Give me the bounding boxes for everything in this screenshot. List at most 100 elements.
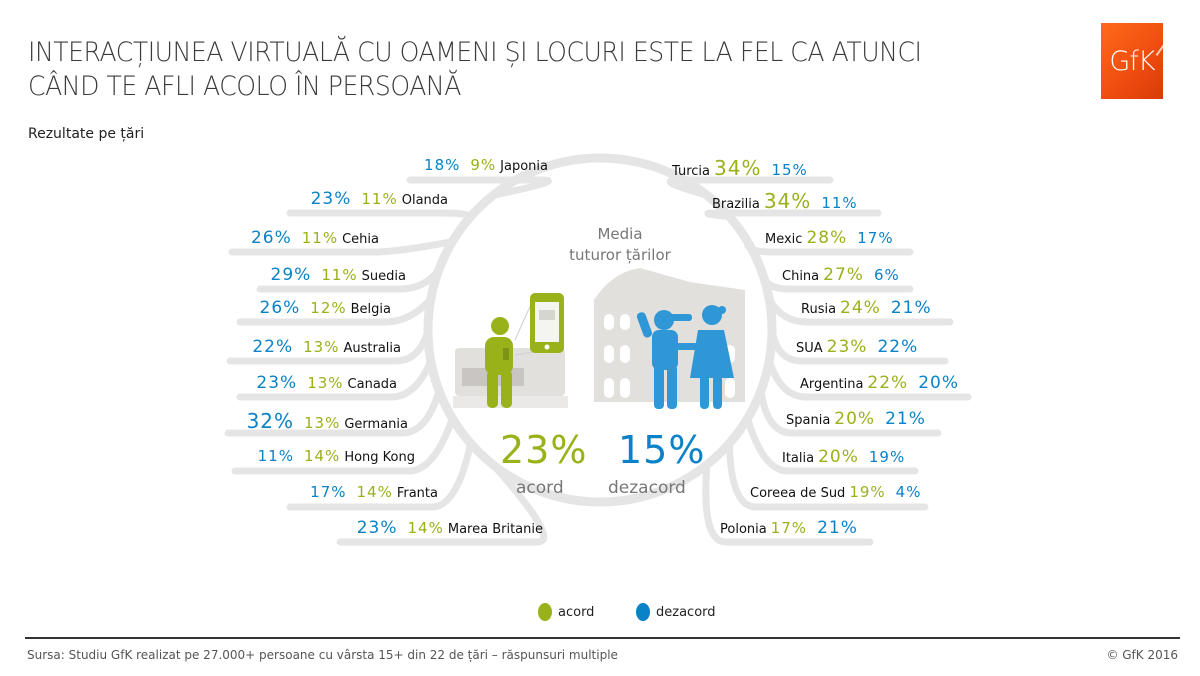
connector-line xyxy=(702,461,874,546)
connector-line xyxy=(228,238,456,256)
average-dezacord-label: dezacord xyxy=(608,478,686,498)
acord-value: 27% xyxy=(823,265,864,285)
acord-value: 20% xyxy=(818,447,859,467)
dezacord-value: 11% xyxy=(821,194,858,212)
tablet-icon xyxy=(514,293,564,356)
title-line-2: CÂND TE AFLI ACOLO ÎN PERSOANĂ xyxy=(28,71,461,102)
country-name: Spania xyxy=(786,413,831,428)
country-row: 22% 13% Australia xyxy=(252,337,405,359)
dezacord-value: 21% xyxy=(885,409,926,429)
title-line-1: INTERACȚIUNEA VIRTUALĂ CU OAMENI ȘI LOCU… xyxy=(28,37,922,68)
connector-line xyxy=(744,414,919,475)
country-row: Rusia 24% 21% xyxy=(797,298,932,320)
acord-value: 34% xyxy=(714,156,762,180)
country-row: China 27% 6% xyxy=(778,265,900,287)
acord-value: 19% xyxy=(849,483,886,501)
country-row: Italia 20% 19% xyxy=(778,447,905,469)
acord-value: 11% xyxy=(321,266,358,284)
connector-line xyxy=(336,461,548,546)
legend-acord-label: acord xyxy=(558,604,595,620)
dezacord-value: 29% xyxy=(270,265,312,285)
connector-line xyxy=(704,209,882,221)
acord-value: 12% xyxy=(310,299,347,317)
country-name: China xyxy=(782,269,820,284)
dezacord-value: 32% xyxy=(246,409,295,433)
dezacord-value: 17% xyxy=(310,483,347,501)
acord-value: 11% xyxy=(301,229,339,247)
acord-value: 13% xyxy=(303,338,340,356)
dezacord-value: 26% xyxy=(259,298,301,318)
dezacord-value: 23% xyxy=(356,518,398,538)
connector-line xyxy=(231,414,456,475)
acord-value: 17% xyxy=(770,519,808,537)
country-row: 17% 14% Franta xyxy=(310,483,442,505)
gfk-logo: GfK xyxy=(1101,23,1163,99)
average-acord-label: acord xyxy=(516,478,564,498)
dezacord-value: 4% xyxy=(895,483,922,501)
acord-value: 28% xyxy=(806,228,848,248)
country-name: Italia xyxy=(782,451,815,466)
country-name: Japonia xyxy=(500,159,548,174)
country-row: Mexic 28% 17% xyxy=(761,228,894,250)
tourists-icon xyxy=(636,305,734,409)
center-circle xyxy=(423,153,777,507)
country-row: SUA 23% 22% xyxy=(792,337,918,359)
dezacord-value: 23% xyxy=(310,189,352,209)
average-acord-value: 23% xyxy=(500,428,588,472)
acord-value: 22% xyxy=(867,373,909,393)
country-row: 23% 14% Marea Britanie xyxy=(357,518,547,540)
country-name: Coreea de Sud xyxy=(750,486,846,501)
country-name: Turcia xyxy=(672,164,710,179)
footer-divider xyxy=(25,637,1180,639)
person-seated-icon xyxy=(485,317,513,408)
country-name: Argentina xyxy=(800,377,864,392)
average-label: Media tuturor țărilor xyxy=(540,224,700,266)
source-note: Sursa: Studiu GfK realizat pe 27.000+ pe… xyxy=(27,648,618,662)
dezacord-value: 21% xyxy=(817,518,858,538)
connector-line xyxy=(725,439,929,511)
country-name: Suedia xyxy=(361,269,406,284)
country-name: Belgia xyxy=(350,302,391,317)
country-row: Brazilia 34% 11% xyxy=(708,189,858,213)
dezacord-value: 18% xyxy=(424,156,461,174)
acord-value: 14% xyxy=(356,483,393,501)
connector-line xyxy=(224,387,443,437)
legend-item-dezacord: dezacord xyxy=(636,603,716,621)
country-name: Germania xyxy=(344,417,408,432)
acord-value: 14% xyxy=(303,447,341,465)
dezacord-value: 20% xyxy=(918,373,960,393)
legend-dezacord-swatch xyxy=(636,603,650,621)
country-row: Polonia 17% 21% xyxy=(716,518,858,540)
country-row: Turcia 34% 15% xyxy=(668,156,808,180)
acord-value: 13% xyxy=(304,414,341,432)
dezacord-value: 11% xyxy=(257,447,294,465)
dezacord-value: 15% xyxy=(771,161,808,179)
connector-line xyxy=(286,439,475,511)
logo-text: GfK xyxy=(1109,45,1155,77)
acord-value: 14% xyxy=(407,519,444,537)
average-label-line-2: tuturor țărilor xyxy=(569,246,671,264)
country-row: Argentina 22% 20% xyxy=(796,373,959,395)
copyright: © GfK 2016 xyxy=(1106,648,1178,662)
acord-value: 34% xyxy=(763,189,812,213)
dezacord-value: 22% xyxy=(252,337,294,357)
dezacord-value: 22% xyxy=(877,337,919,357)
country-row: 18% 9% Japonia xyxy=(424,156,552,178)
average-label-line-1: Media xyxy=(597,225,643,243)
country-name: Olanda xyxy=(401,193,448,208)
country-name: Hong Kong xyxy=(344,450,415,465)
connector-line xyxy=(406,176,552,199)
country-row: 23% 11% Olanda xyxy=(311,189,452,211)
dezacord-value: 19% xyxy=(868,448,906,466)
connector-line xyxy=(236,357,435,401)
country-name: Polonia xyxy=(720,522,767,537)
acord-value: 24% xyxy=(840,298,881,318)
dezacord-value: 17% xyxy=(857,229,894,247)
dezacord-value: 21% xyxy=(890,298,932,318)
country-name: SUA xyxy=(796,341,823,356)
acord-value: 23% xyxy=(826,337,868,357)
country-row: 26% 12% Belgia xyxy=(260,298,396,320)
country-name: Canada xyxy=(347,377,397,392)
acord-value: 11% xyxy=(361,190,398,208)
